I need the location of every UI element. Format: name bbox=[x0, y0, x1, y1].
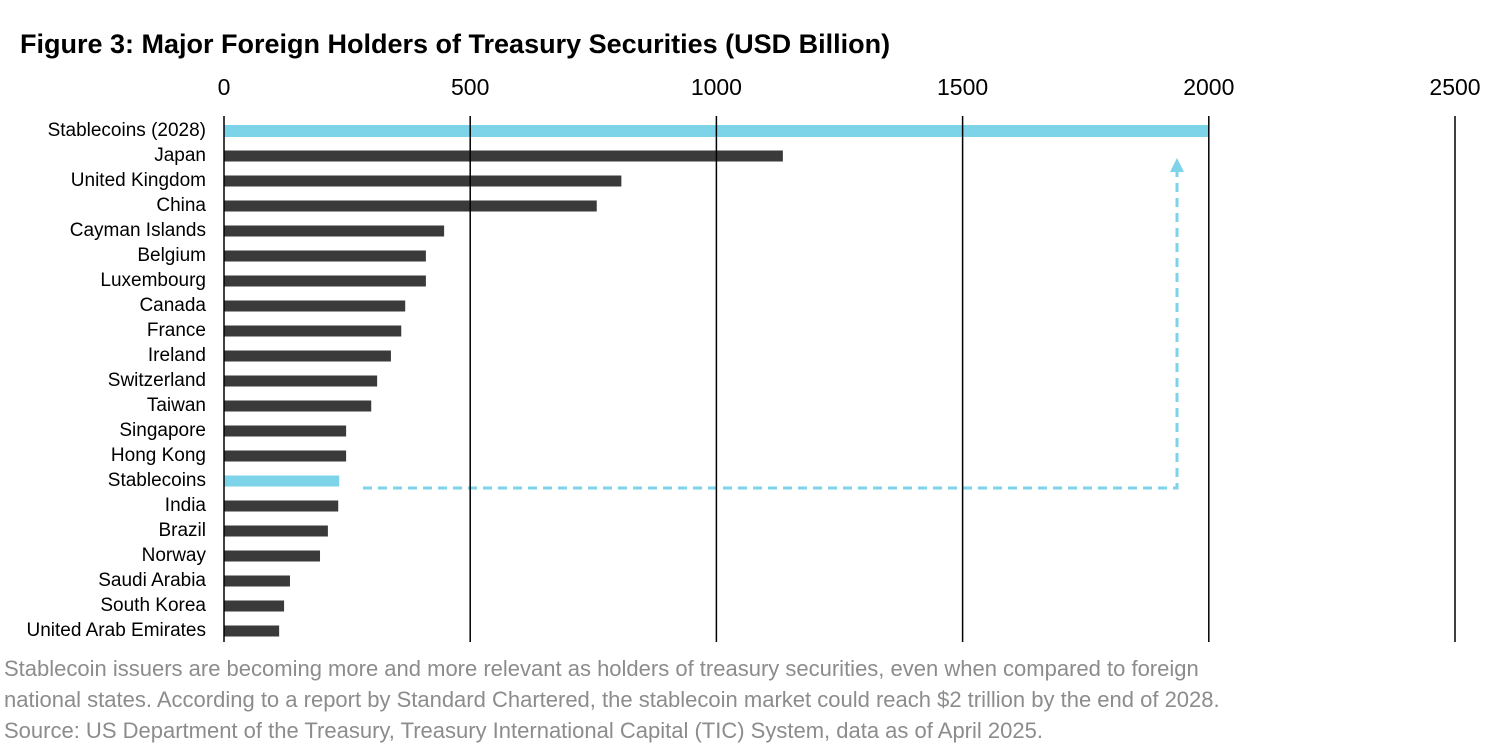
x-tick-label: 500 bbox=[451, 74, 489, 100]
footnote: Source: US Department of the Treasury, T… bbox=[4, 718, 1043, 743]
y-tick-label: United Arab Emirates bbox=[26, 620, 206, 641]
y-tick-label: Stablecoins bbox=[108, 470, 206, 491]
bar bbox=[224, 525, 328, 537]
annotation-arrow bbox=[363, 158, 1184, 490]
dashed-arrow-line bbox=[363, 172, 1179, 490]
y-tick-label: Switzerland bbox=[108, 370, 206, 391]
y-tick-label: Luxembourg bbox=[100, 270, 206, 291]
bar bbox=[224, 200, 597, 212]
bar bbox=[224, 375, 378, 387]
footnote: national states. According to a report b… bbox=[4, 687, 1220, 712]
bar bbox=[224, 625, 280, 637]
y-tick-label: Cayman Islands bbox=[70, 220, 206, 241]
x-tick-label: 2000 bbox=[1183, 74, 1234, 100]
y-tick-label: Japan bbox=[154, 145, 206, 166]
y-tick-label: Hong Kong bbox=[111, 445, 206, 466]
chart-title: Figure 3: Major Foreign Holders of Treas… bbox=[20, 29, 890, 59]
bar bbox=[224, 500, 339, 512]
bar bbox=[224, 225, 445, 237]
bar bbox=[224, 275, 426, 287]
bar bbox=[224, 400, 372, 412]
y-tick-label: Stablecoins (2028) bbox=[48, 120, 206, 141]
x-tick-label: 0 bbox=[218, 74, 231, 100]
bar bbox=[224, 350, 391, 362]
y-tick-label: Taiwan bbox=[147, 395, 206, 416]
bar bbox=[224, 425, 347, 437]
y-tick-label: Canada bbox=[139, 295, 206, 316]
x-tick-label: 2500 bbox=[1429, 74, 1480, 100]
bar bbox=[224, 550, 321, 562]
footnote: Stablecoin issuers are becoming more and… bbox=[4, 656, 1199, 681]
bar bbox=[224, 300, 406, 312]
y-tick-label: India bbox=[165, 495, 207, 516]
y-tick-label: China bbox=[156, 195, 206, 216]
y-tick-label: Norway bbox=[142, 545, 207, 566]
bar bbox=[224, 450, 347, 462]
y-tick-label: South Korea bbox=[100, 595, 206, 616]
y-tick-label: Saudi Arabia bbox=[98, 570, 206, 591]
x-tick-label: 1500 bbox=[937, 74, 988, 100]
y-tick-label: Ireland bbox=[148, 345, 206, 366]
y-tick-label: Singapore bbox=[119, 420, 206, 441]
bar bbox=[224, 475, 340, 487]
bar bbox=[224, 150, 783, 162]
arrow-head bbox=[1170, 158, 1184, 172]
y-tick-label: Brazil bbox=[158, 520, 206, 541]
x-tick-label: 1000 bbox=[691, 74, 742, 100]
y-tick-label: Belgium bbox=[137, 245, 206, 266]
y-tick-label: France bbox=[147, 320, 206, 341]
y-tick-label: United Kingdom bbox=[71, 170, 206, 191]
bar bbox=[224, 250, 426, 262]
bar bbox=[224, 600, 285, 612]
bar bbox=[224, 575, 290, 587]
bar bbox=[224, 175, 622, 187]
bar bbox=[224, 325, 402, 337]
